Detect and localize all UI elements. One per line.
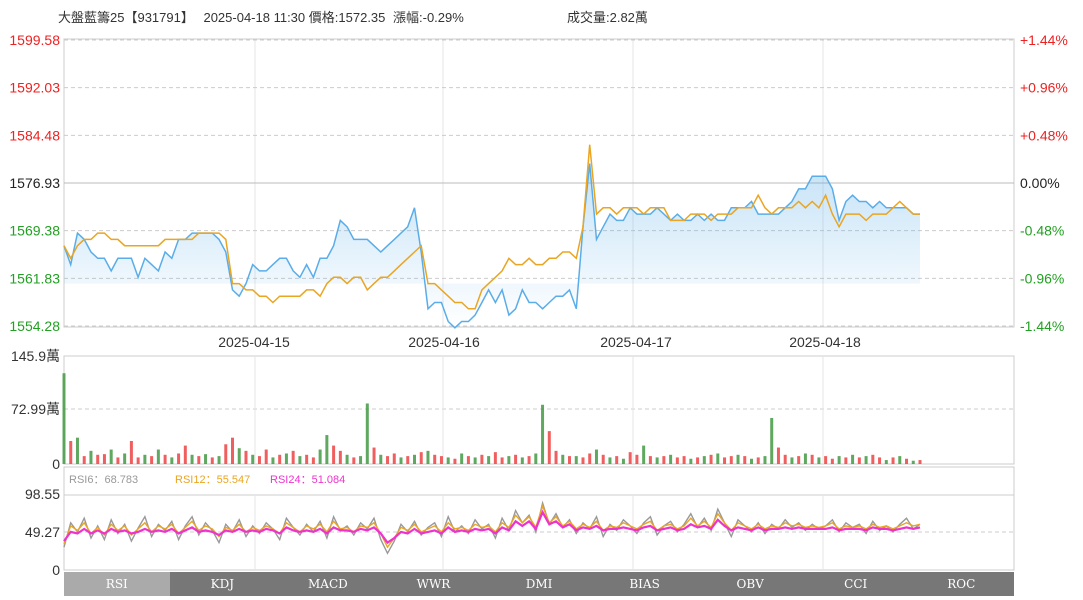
header-change: 漲幅:-0.29% <box>393 10 464 25</box>
y-tick-price: 1584.48 <box>9 127 60 143</box>
header-datetime: 2025-04-18 11:30 <box>203 10 306 25</box>
y-tick-percent: +1.44% <box>1020 32 1068 48</box>
tab-dmi[interactable]: DMI <box>525 577 553 591</box>
tab-rsi[interactable]: RSI <box>64 572 170 596</box>
y-tick-percent: -1.44% <box>1020 318 1064 334</box>
tab-roc[interactable]: ROC <box>947 577 976 591</box>
y-tick-price: 1554.28 <box>9 318 60 334</box>
y-tick-percent: +0.48% <box>1020 127 1068 143</box>
volume-y-tick: 145.9萬 <box>11 348 60 364</box>
indicator-tabs: RSI KDJ MACD WWR DMI BIAS OBV CCI ROC <box>64 572 1014 596</box>
volume-panel-frame <box>63 355 1015 465</box>
y-tick-price: 1561.83 <box>9 270 60 286</box>
y-tick-price: 1592.03 <box>9 80 60 96</box>
rsi-y-tick: 49.27 <box>25 524 60 540</box>
volume-y-tick: 0 <box>52 456 60 472</box>
rsi-line-rsi24 <box>63 509 921 545</box>
header-volume: 成交量:2.82萬 <box>567 10 648 25</box>
tab-obv[interactable]: OBV <box>736 577 764 591</box>
y-tick-percent: -0.48% <box>1020 223 1064 239</box>
y-tick-percent: +0.96% <box>1020 80 1068 96</box>
tab-bias[interactable]: BIAS <box>629 577 660 591</box>
rsi-y-tick: 0 <box>52 562 60 578</box>
volume-y-tick: 72.99萬 <box>11 401 60 417</box>
rsi-line-rsi12 <box>63 504 921 549</box>
x-tick-date: 2025-04-18 <box>789 334 861 350</box>
header-price: 價格:1572.35 <box>308 10 386 25</box>
tab-cci[interactable]: CCI <box>844 577 868 591</box>
tab-macd[interactable]: MACD <box>308 577 348 591</box>
y-tick-price: 1576.93 <box>9 175 60 191</box>
x-tick-date: 2025-04-17 <box>600 334 672 350</box>
rsi-panel-frame <box>63 466 1015 571</box>
y-tick-percent: -0.96% <box>1020 270 1064 286</box>
rsi-legend-rsi6: RSI6：68.783 <box>69 474 138 486</box>
y-tick-price: 1599.58 <box>9 32 60 48</box>
average-price-line <box>63 144 920 310</box>
rsi-legend-rsi12: RSI12：55.547 <box>175 474 250 486</box>
y-tick-price: 1569.38 <box>9 223 60 239</box>
rsi-y-tick: 98.55 <box>25 486 60 502</box>
chart-header: 大盤藍籌25【931791】 2025-04-18 11:30 價格:1572.… <box>58 7 464 26</box>
tab-kdj[interactable]: KDJ <box>210 577 235 591</box>
tab-wwr[interactable]: WWR <box>416 577 451 591</box>
y-tick-percent: 0.00% <box>1020 175 1060 191</box>
rsi-legend-rsi24: RSI24：51.084 <box>270 474 345 486</box>
price-area-fill <box>64 163 920 328</box>
x-tick-date: 2025-04-16 <box>408 334 480 350</box>
index-title: 大盤藍籌25【931791】 <box>58 10 194 25</box>
x-tick-date: 2025-04-15 <box>218 334 290 350</box>
